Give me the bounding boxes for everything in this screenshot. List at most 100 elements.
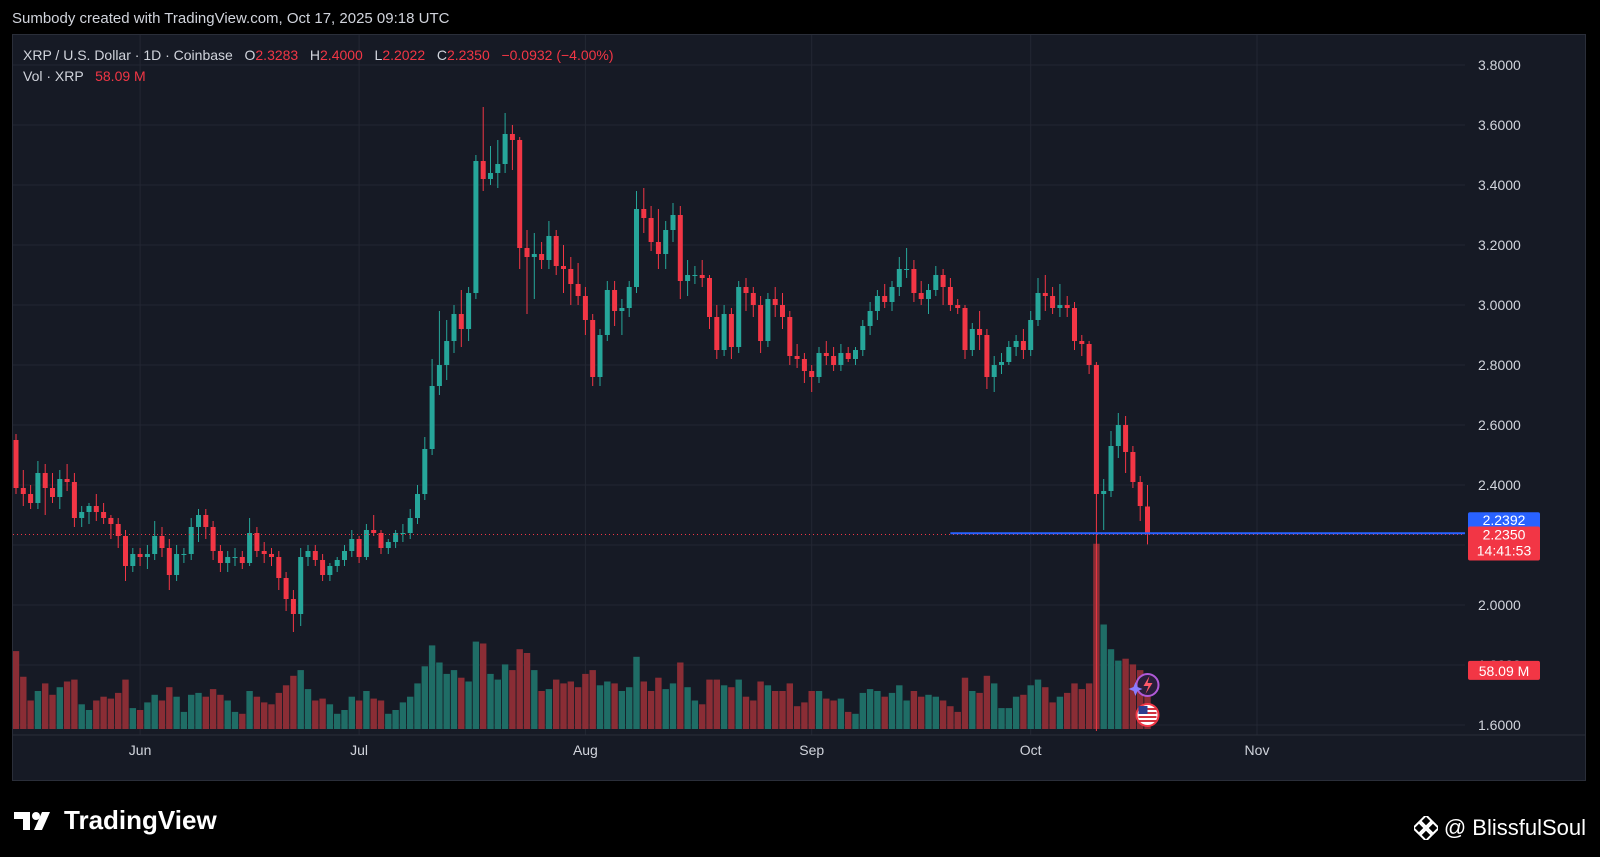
candlestick-chart[interactable]: 1.60001.80002.00002.20002.40002.60002.80… [13, 35, 1585, 780]
candle-body [290, 599, 296, 614]
candle [13, 434, 19, 494]
us-flag-icon[interactable] [1135, 703, 1160, 727]
tradingview-logo[interactable]: TradingView [14, 805, 217, 836]
volume-bar [224, 700, 231, 729]
volume-bar [275, 692, 282, 729]
symbol-title: XRP / U.S. Dollar · 1D · Coinbase [23, 47, 233, 63]
volume-bar [1049, 702, 1056, 729]
candle-body [634, 209, 639, 287]
candle-body [473, 161, 479, 293]
candle-body [707, 278, 712, 317]
candle [71, 473, 77, 527]
binance-diamond-icon [1413, 816, 1438, 840]
candle [327, 563, 333, 581]
volume-bar [1115, 660, 1122, 729]
volume-tag-text: 58.09 M [1479, 663, 1530, 679]
volume-bar [414, 683, 421, 729]
volume-bar [516, 649, 523, 729]
candle [823, 341, 829, 365]
candle-body [582, 296, 588, 320]
chart-area[interactable]: 1.60001.80002.00002.20002.40002.60002.80… [12, 34, 1586, 781]
candle [867, 302, 873, 335]
volume-bar [757, 681, 764, 729]
candle [407, 509, 413, 539]
volume-bar [319, 698, 326, 729]
candle-body [276, 557, 282, 578]
volume-bar [1034, 679, 1042, 729]
candle [28, 485, 34, 509]
volume-bar [845, 711, 852, 729]
candle-body [831, 356, 837, 365]
last-price-tag-text: 2.2350 [1483, 527, 1526, 543]
volume-bar [158, 700, 166, 729]
candle-body [940, 275, 946, 287]
volume-bar [78, 704, 85, 729]
candle-body [79, 512, 85, 518]
candle-body [181, 554, 187, 555]
candle [334, 557, 340, 572]
candle [750, 287, 756, 317]
candle [174, 545, 180, 581]
lightning-event-icon[interactable] [1128, 673, 1160, 697]
candle [93, 494, 99, 521]
volume-bar [918, 696, 925, 729]
ohlc-line: XRP / U.S. Dollar · 1D · Coinbase O2.328… [23, 45, 614, 66]
candle [853, 347, 858, 365]
candle-body [101, 512, 107, 518]
volume-bar [874, 691, 881, 729]
volume-bar [779, 691, 786, 729]
candle-body [502, 134, 508, 164]
candle [152, 521, 158, 560]
candle-body [794, 356, 800, 359]
candle [371, 515, 377, 536]
volume-bar [20, 676, 27, 729]
candle-body [809, 371, 815, 377]
candle-body [867, 311, 873, 326]
volume-bars [13, 543, 1151, 729]
last-price-tag [1468, 526, 1540, 561]
candle-body [378, 533, 384, 548]
volume-bar [297, 670, 304, 729]
candle [845, 347, 851, 362]
candle-body [130, 554, 136, 566]
candle [1064, 296, 1070, 317]
volume-bar [421, 666, 428, 729]
volume-bar [71, 679, 78, 729]
open-value: 2.3283 [255, 47, 299, 63]
candle [261, 542, 267, 563]
volume-label: Vol · XRP [23, 68, 84, 84]
candle-body [539, 254, 545, 260]
candle [539, 242, 545, 269]
candle-body [604, 290, 610, 335]
candle [509, 125, 515, 170]
candle-body [780, 305, 785, 317]
candle [575, 263, 581, 305]
volume-bar [589, 670, 596, 729]
candle [159, 527, 165, 557]
high-label: H [309, 47, 321, 63]
candle-body [561, 266, 566, 269]
volume-bar [626, 687, 633, 729]
volume-bar [239, 713, 246, 729]
candle-body [1064, 305, 1070, 308]
candle [210, 521, 216, 560]
candle-body [13, 440, 19, 488]
volume-bar [1137, 670, 1144, 729]
overlays [13, 532, 1465, 727]
volume-bar [691, 700, 699, 729]
volume-value: 58.09 M [95, 68, 146, 84]
volume-bar [399, 702, 407, 729]
change-value: −0.0932 (−4.00%) [501, 47, 614, 63]
volume-bar [494, 679, 501, 729]
candle-body [283, 578, 289, 599]
volume-bar [355, 700, 363, 729]
candle-body [685, 275, 691, 281]
volume-bar [465, 681, 472, 729]
candle [356, 536, 362, 563]
candle [787, 311, 793, 365]
candle [553, 230, 559, 275]
y-tick-label: 3.2000 [1478, 237, 1521, 253]
volume-bar [27, 700, 34, 729]
candle-body [159, 536, 165, 548]
candle [604, 281, 610, 341]
